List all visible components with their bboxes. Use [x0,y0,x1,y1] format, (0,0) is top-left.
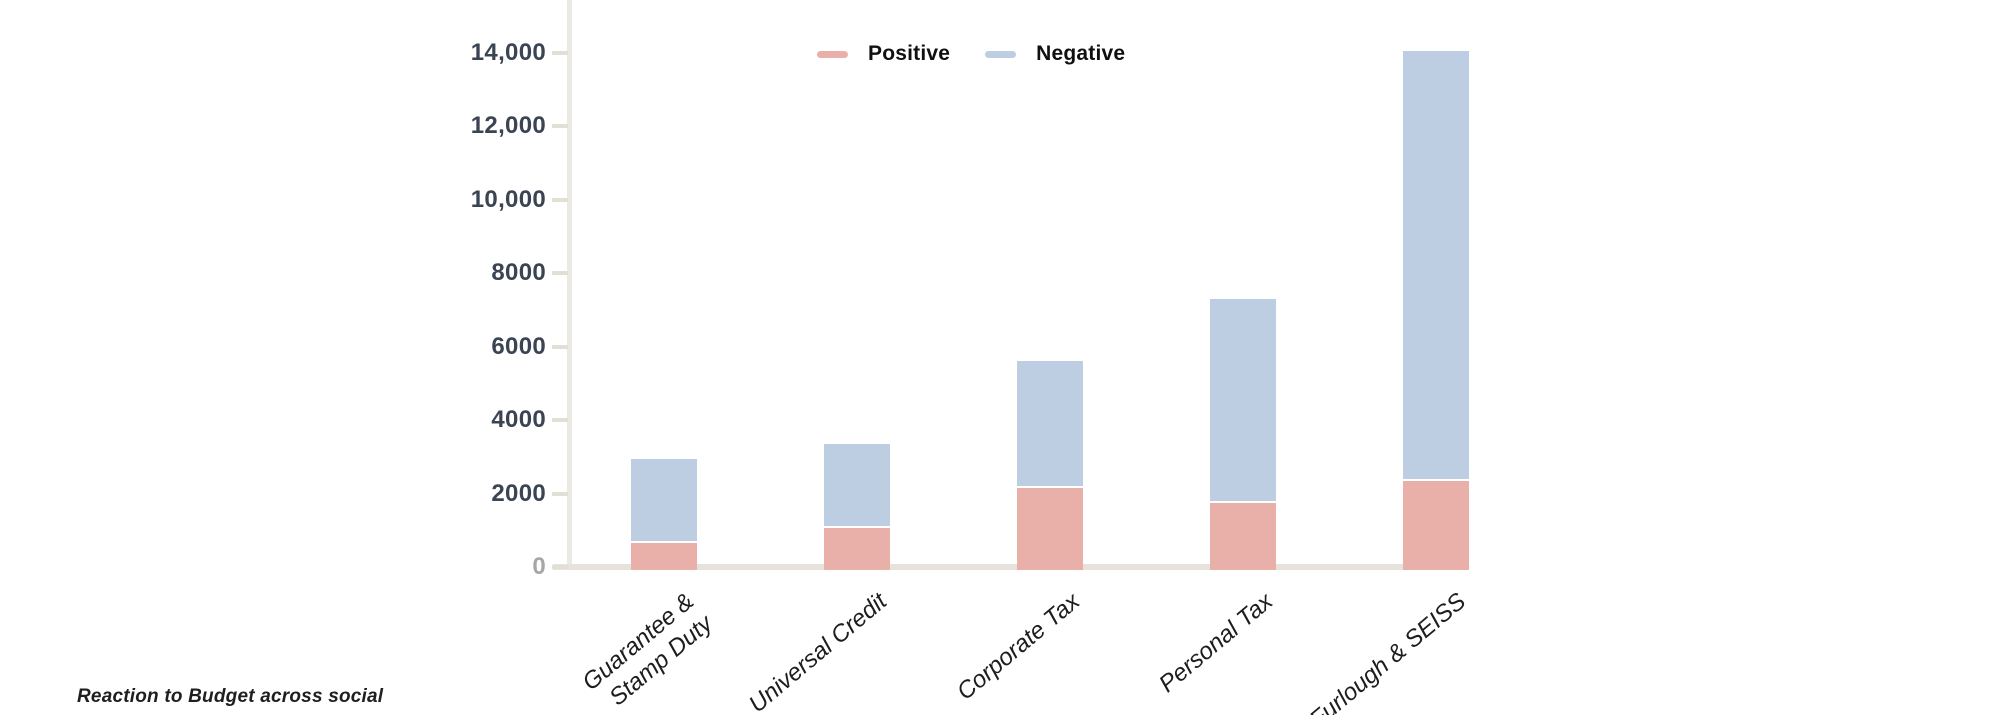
y-tick-label: 10,000 [470,185,546,213]
x-category-label: Furlough & SEISS [1304,587,1471,715]
x-category-label: Corporate Tax [951,587,1085,706]
y-tick-mark [552,124,568,129]
y-axis-line [567,0,572,570]
y-tick-label: 14,000 [470,39,546,66]
y-tick-label: 8000 [491,259,546,287]
y-tick-label: 2000 [491,479,546,507]
bar-segment-negative[interactable] [1403,51,1469,479]
bar-segment-positive[interactable] [1017,488,1083,570]
y-tick-mark [552,344,568,349]
y-tick-mark [552,491,568,496]
y-tick-label: 0 [532,553,546,580]
y-tick-label: 4000 [491,406,546,434]
negative-swatch-icon [985,50,1017,58]
bar-segment-negative[interactable] [824,444,890,527]
y-tick-label: 6000 [491,332,546,360]
bar-segment-negative[interactable] [1210,298,1276,501]
bar-segment-positive[interactable] [824,528,890,570]
bar-segment-negative[interactable] [1017,361,1083,487]
legend-item-negative[interactable]: Negative [985,42,1125,66]
bar-segment-positive[interactable] [1403,480,1469,570]
x-category-label: Universal Credit [743,587,892,715]
y-tick-label: 12,000 [470,112,546,140]
legend: Positive Negative [817,42,1125,66]
x-axis-line [553,564,1459,570]
y-tick-mark [552,418,568,423]
y-tick-mark [552,565,568,569]
bar-segment-positive[interactable] [631,543,697,570]
legend-label-negative: Negative [1036,42,1126,65]
bar-segment-negative[interactable] [631,458,697,542]
y-tick-mark [552,197,568,202]
legend-item-positive[interactable]: Positive [817,42,950,66]
x-category-label: Personal Tax [1154,587,1278,698]
chart-caption: Reaction to Budget across social [77,686,384,707]
legend-label-positive: Positive [868,42,951,65]
positive-swatch-icon [817,50,848,58]
bar-segment-positive[interactable] [1210,502,1276,570]
y-tick-mark [552,271,568,276]
y-tick-mark [552,51,568,55]
x-category-label: Guarantee & Stamp Duty [577,587,718,712]
